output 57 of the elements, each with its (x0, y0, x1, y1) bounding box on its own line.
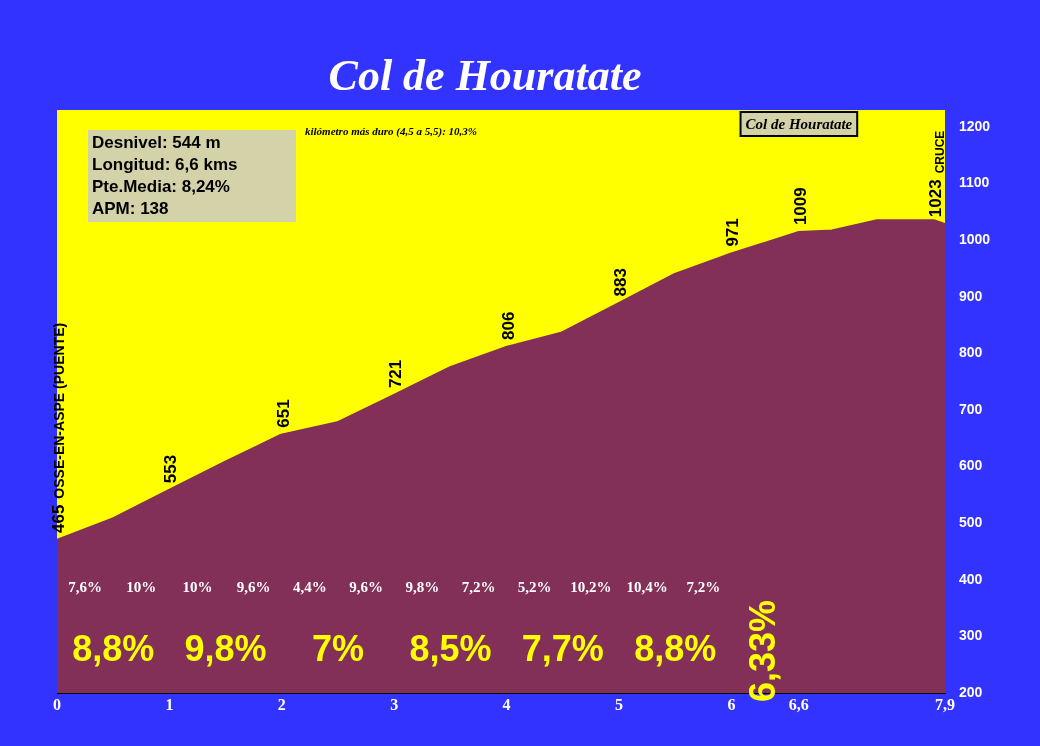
annotation: 8,5% (409, 627, 492, 669)
annotation: 7% (312, 627, 365, 669)
data-label: 651 (273, 399, 293, 428)
x-tick-label: 5 (615, 695, 624, 713)
data-label: 806 (498, 311, 518, 340)
text: kilómetro más duro (4,5 a 5,5): 10,3% (305, 125, 478, 138)
y-tick-label: 200 (959, 683, 983, 700)
y-tick-label: 800 (959, 344, 983, 361)
data-label: 971 (723, 218, 743, 247)
annotation: CRUCE (933, 130, 948, 174)
annotation: 9,8% (405, 578, 440, 595)
data-label: 465 (49, 504, 68, 533)
data-label: 721 (386, 359, 406, 389)
y-tick-label: 900 (959, 287, 983, 304)
x-tick-label: 6 (727, 695, 736, 713)
annotation: 9,8% (184, 627, 267, 669)
annotation: 8,8% (72, 627, 155, 669)
annotation: 7,2% (461, 578, 496, 595)
y-tick-label: 300 (959, 627, 983, 644)
x-tick-label: 3 (390, 695, 399, 713)
y-tick-label: 400 (959, 570, 983, 587)
chart-title: Col de Houratate (328, 51, 642, 100)
annotation: APM: 138 (92, 198, 170, 220)
y-tick-label: 700 (959, 400, 983, 417)
x-tick-label: 4 (502, 695, 511, 713)
y-tick-label: 1000 (959, 231, 991, 248)
data-label: 883 (611, 268, 631, 297)
annotation: 7,2% (686, 578, 721, 595)
data-label: 1023 (926, 179, 945, 218)
annotation: 10,2% (570, 578, 612, 595)
annotation: 10,4% (626, 578, 668, 595)
x-tick-label: 6,6 (788, 695, 809, 713)
data-label: 1009 (790, 187, 810, 226)
annotation: Longitud: 6,6 kms (92, 154, 239, 176)
annotation: 8,8% (634, 627, 717, 669)
annotation: OSSE-EN-ASPE (PUENTE) (51, 322, 67, 499)
annotation: Desnivel: 544 m (92, 132, 222, 154)
y-tick-label: 1100 (959, 174, 990, 191)
annotation: 10% (182, 578, 213, 595)
annotation: Pte.Media: 8,24% (92, 176, 231, 198)
annotation: 4,4% (293, 578, 327, 595)
annotation: 6,33% (742, 599, 784, 703)
y-tick-label: 600 (959, 457, 983, 474)
annotation: 7,7% (521, 627, 604, 669)
data-label: 553 (161, 454, 181, 484)
x-tick-label: 0 (53, 695, 61, 713)
y-tick-label: 500 (959, 514, 983, 531)
x-tick-label: 2 (277, 695, 286, 713)
annotation: 9,6% (349, 578, 383, 595)
annotation: 7,6% (68, 578, 102, 595)
y-tick-label: 1200 (959, 117, 991, 134)
annotation: Col de Houratate (745, 115, 853, 132)
x-tick-label: 7,9 (935, 695, 955, 713)
annotation: 9,6% (236, 578, 271, 595)
x-tick-label: 1 (165, 695, 174, 713)
annotation: 10% (126, 578, 157, 595)
annotation: 5,2% (517, 578, 552, 595)
